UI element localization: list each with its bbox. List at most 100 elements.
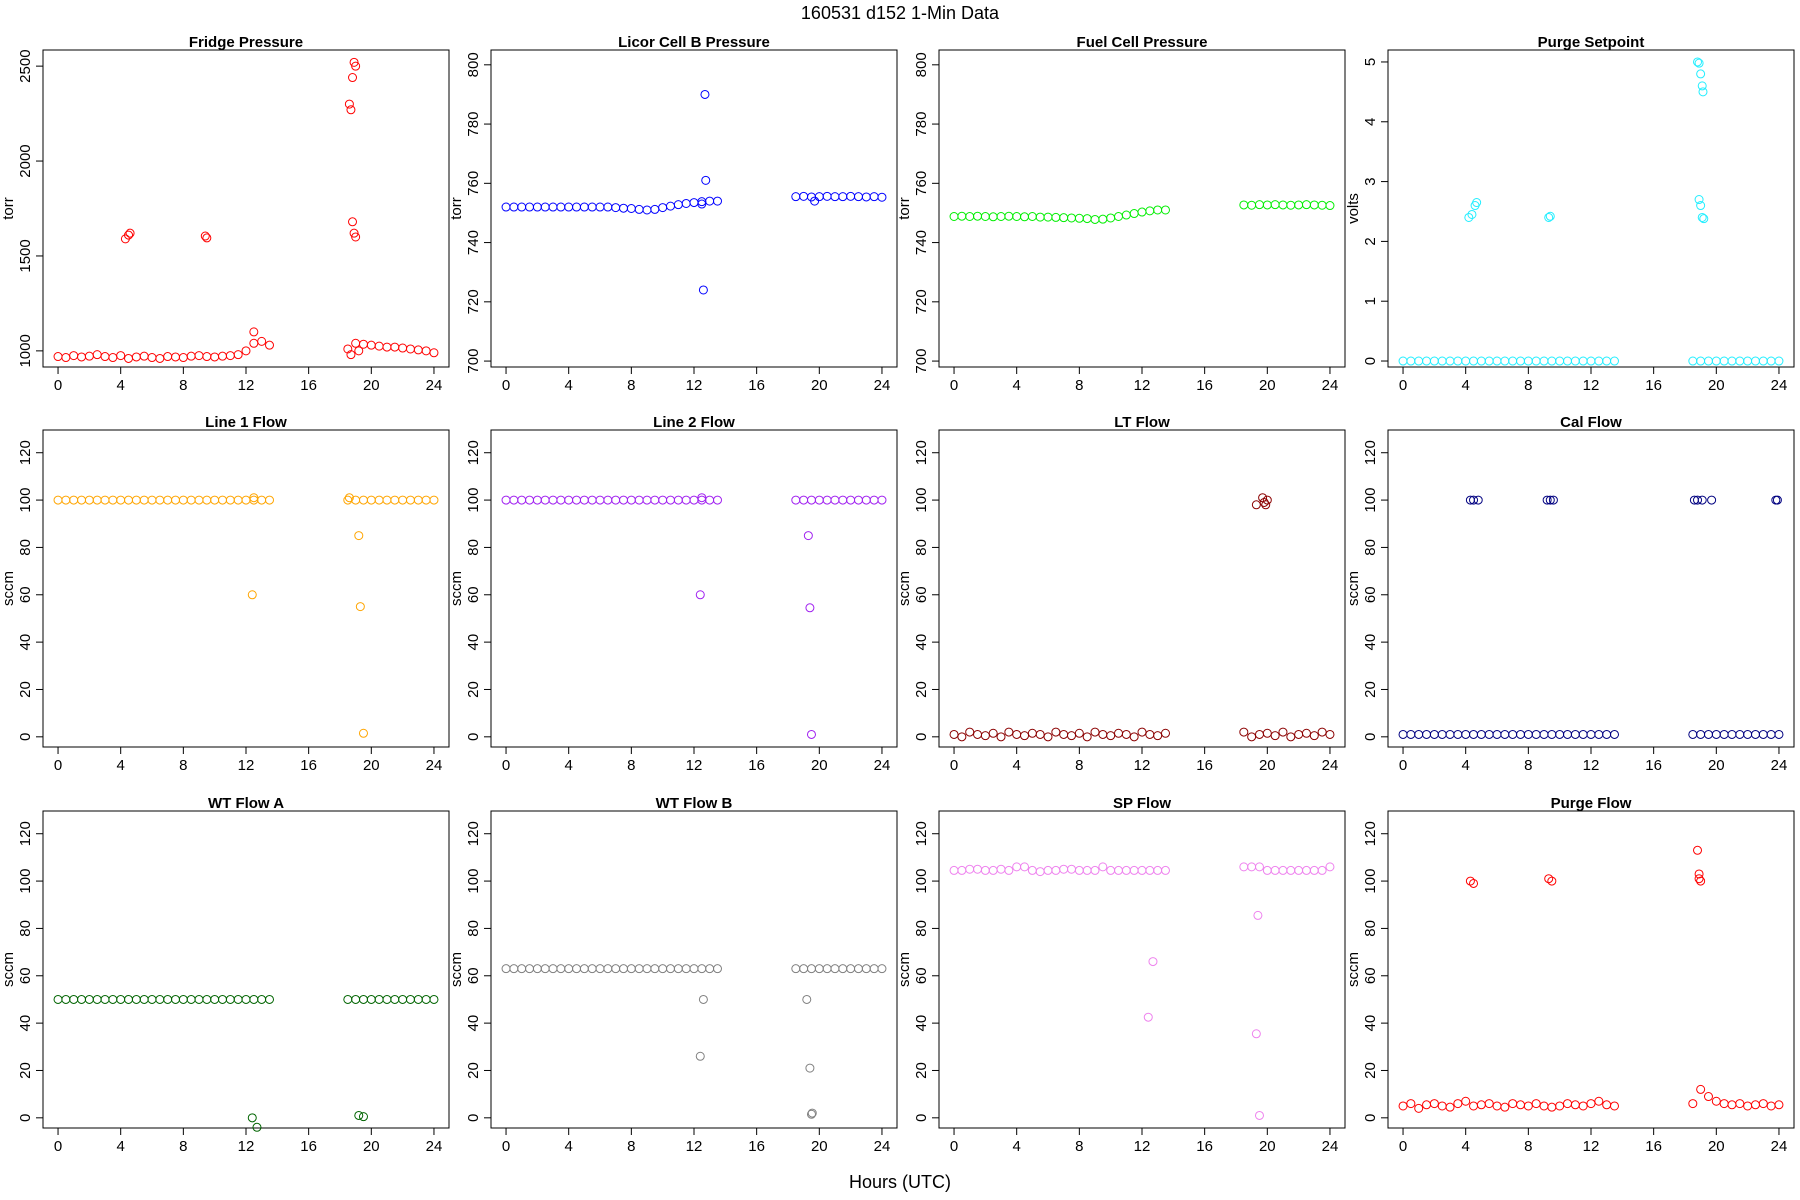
data-point xyxy=(1586,1099,1596,1109)
data-point xyxy=(398,495,408,505)
data-point xyxy=(108,994,118,1004)
data-point xyxy=(509,964,519,974)
x-tick-label: 20 xyxy=(1259,757,1276,774)
data-point xyxy=(1051,865,1061,875)
data-point xyxy=(595,202,605,212)
data-point xyxy=(626,204,636,213)
data-point xyxy=(1020,862,1030,872)
data-point xyxy=(1453,1099,1463,1109)
data-point xyxy=(77,495,87,505)
x-tick-label: 16 xyxy=(1196,377,1213,394)
data-point xyxy=(1707,495,1717,505)
data-point xyxy=(210,495,220,505)
data-point xyxy=(1129,209,1139,219)
data-point xyxy=(666,201,676,211)
data-point xyxy=(398,994,408,1004)
y-tick-label: 20 xyxy=(913,1062,930,1079)
data-point xyxy=(695,590,705,600)
y-tick-label: 100 xyxy=(1362,869,1379,894)
data-point xyxy=(1766,356,1776,366)
data-point xyxy=(697,493,707,503)
y-tick-label: 120 xyxy=(913,440,930,465)
data-point xyxy=(1143,1012,1153,1022)
data-point xyxy=(869,495,879,505)
data-point xyxy=(139,351,149,361)
y-tick-label: 40 xyxy=(17,634,34,651)
data-point xyxy=(413,495,423,505)
data-point xyxy=(1693,57,1703,67)
data-point xyxy=(619,203,629,213)
data-point xyxy=(712,196,722,206)
plot-frame xyxy=(938,429,1346,748)
data-point xyxy=(92,994,102,1004)
x-tick-label: 12 xyxy=(1583,377,1600,394)
data-point xyxy=(805,1063,815,1073)
data-point xyxy=(171,352,181,362)
data-point xyxy=(1325,729,1335,739)
x-tick-label: 16 xyxy=(748,757,765,774)
data-point xyxy=(1309,865,1319,875)
x-tick-label: 20 xyxy=(811,757,828,774)
data-point xyxy=(1262,728,1272,738)
data-point xyxy=(257,336,267,346)
data-point xyxy=(658,495,668,505)
data-point xyxy=(1698,87,1708,97)
data-point xyxy=(869,192,879,202)
data-point xyxy=(1317,727,1327,737)
data-point xyxy=(53,994,63,1004)
x-tick-label: 12 xyxy=(686,1138,703,1155)
data-point xyxy=(247,1113,257,1123)
data-point xyxy=(131,352,141,362)
panel-title: Purge Flow xyxy=(1551,795,1632,812)
plot-frame xyxy=(490,810,898,1129)
data-point xyxy=(532,202,542,212)
data-point xyxy=(429,994,439,1004)
data-point xyxy=(1082,214,1092,224)
data-point xyxy=(1750,356,1760,366)
data-point xyxy=(1286,865,1296,875)
data-point xyxy=(1492,729,1502,739)
data-point xyxy=(579,202,589,212)
data-point xyxy=(249,327,259,337)
data-point xyxy=(634,495,644,505)
data-point xyxy=(382,994,392,1004)
data-point xyxy=(579,495,589,505)
panel-title: Cal Flow xyxy=(1560,414,1622,431)
x-tick-label: 24 xyxy=(1322,1138,1339,1155)
x-tick-label: 0 xyxy=(1399,757,1407,774)
data-point xyxy=(1294,729,1304,739)
data-point xyxy=(572,202,582,212)
data-point xyxy=(949,729,959,739)
data-point xyxy=(973,729,983,739)
data-point xyxy=(1262,495,1272,505)
data-point xyxy=(1766,729,1776,739)
data-point xyxy=(358,1112,368,1122)
data-point xyxy=(1106,865,1116,875)
data-point xyxy=(695,1051,705,1061)
data-point xyxy=(257,495,267,505)
data-point xyxy=(1531,1099,1541,1109)
plot-frame xyxy=(1387,49,1795,368)
data-point xyxy=(1278,200,1288,210)
data-point xyxy=(257,994,267,1004)
data-point xyxy=(650,204,660,214)
data-point xyxy=(1098,729,1108,739)
data-point xyxy=(171,495,181,505)
data-point xyxy=(421,994,431,1004)
data-point xyxy=(1492,1101,1502,1111)
data-point xyxy=(806,729,816,739)
data-point xyxy=(1067,731,1077,741)
data-point xyxy=(69,351,79,361)
data-point xyxy=(1129,865,1139,875)
data-point xyxy=(996,211,1006,221)
data-point xyxy=(139,994,149,1004)
x-tick-label: 8 xyxy=(1524,1138,1532,1155)
data-point xyxy=(1750,729,1760,739)
data-point xyxy=(595,495,605,505)
data-point xyxy=(116,351,126,361)
data-point xyxy=(241,994,251,1004)
data-point xyxy=(147,495,157,505)
panel-title: Fuel Cell Pressure xyxy=(1077,34,1208,51)
data-point xyxy=(124,353,134,363)
y-tick-label: 760 xyxy=(465,171,482,196)
